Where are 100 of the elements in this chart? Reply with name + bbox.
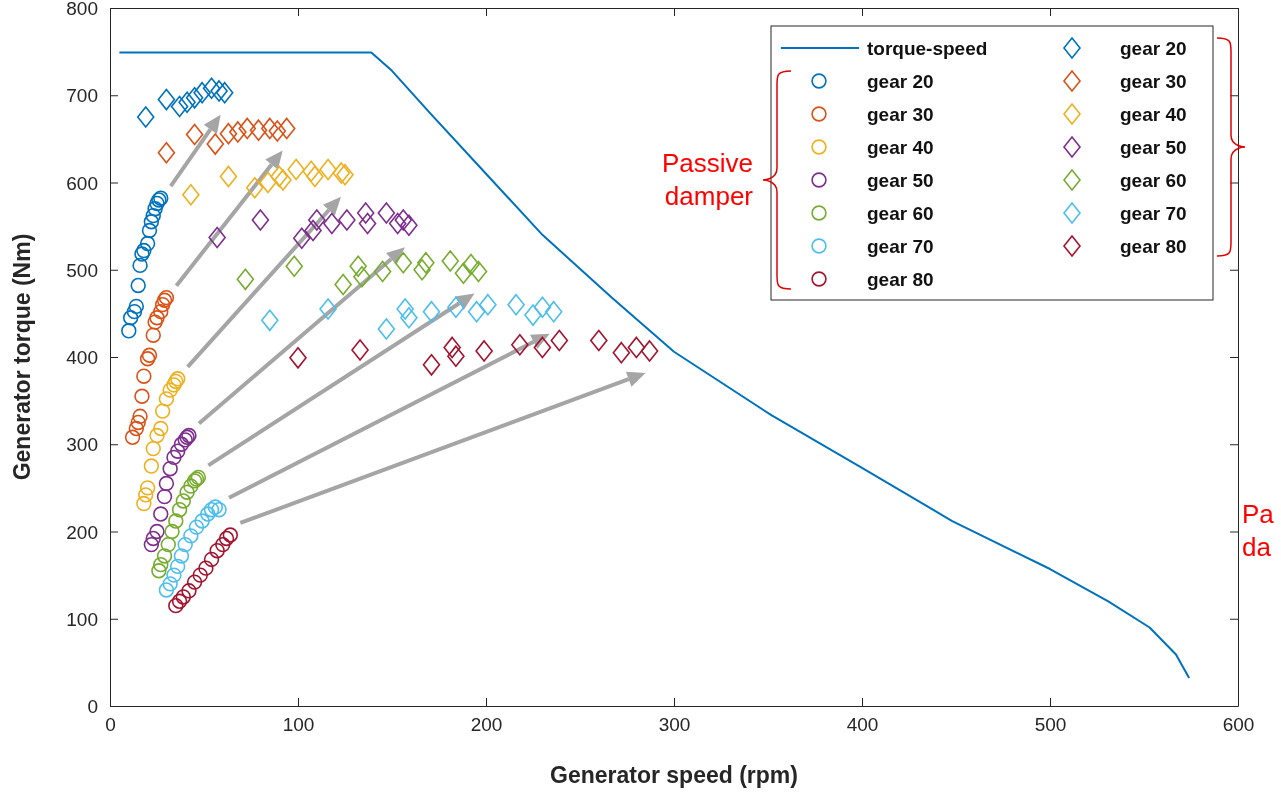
point [202, 77, 221, 100]
y-tick-label: 300 [66, 434, 98, 456]
point [289, 347, 307, 369]
legend-label: gear 70 [1120, 202, 1187, 224]
text: Pa da [1242, 499, 1275, 562]
point [249, 119, 268, 141]
point [462, 253, 480, 276]
legend-label: gear 40 [1120, 103, 1187, 125]
point [185, 123, 204, 146]
point [206, 133, 225, 155]
point [169, 443, 186, 459]
point [259, 171, 277, 194]
point [270, 165, 288, 188]
point [154, 296, 171, 313]
point [550, 329, 569, 352]
point [130, 277, 146, 294]
point [192, 567, 208, 583]
point [168, 513, 184, 529]
y-tick-label: 500 [66, 259, 98, 281]
point [162, 576, 178, 592]
y-tick-label: 0 [87, 696, 98, 718]
point [377, 318, 396, 340]
point [143, 458, 160, 474]
point [149, 427, 165, 444]
point [126, 303, 143, 320]
point [612, 341, 631, 364]
y-tick-label: 400 [66, 347, 98, 369]
y-tick-label: 700 [66, 85, 98, 107]
point [164, 523, 180, 540]
point [215, 536, 231, 553]
legend-label: gear 40 [867, 136, 934, 158]
point [166, 377, 182, 393]
annotation: Passive damper [661, 148, 754, 211]
point [154, 403, 171, 419]
point [151, 563, 167, 579]
point [186, 574, 203, 590]
point [287, 158, 305, 181]
point [139, 235, 156, 252]
point [132, 408, 148, 425]
point [143, 536, 160, 553]
point [138, 487, 154, 503]
point [183, 478, 199, 494]
y-tick-label: 600 [66, 172, 98, 194]
point [209, 543, 225, 559]
point [334, 273, 352, 296]
x-tick-label: 0 [105, 714, 116, 736]
point [479, 293, 497, 316]
point [175, 589, 192, 605]
point [218, 530, 235, 547]
point [132, 257, 148, 274]
point [544, 300, 563, 323]
point [417, 251, 435, 274]
legend-label: gear 80 [1120, 235, 1187, 257]
point [188, 519, 205, 535]
point [203, 501, 220, 518]
point [128, 298, 145, 315]
point [181, 583, 197, 599]
legend-label: gear 70 [867, 235, 934, 257]
point [156, 488, 173, 505]
point [306, 165, 324, 188]
point [162, 382, 178, 398]
point [319, 158, 337, 181]
point [194, 513, 210, 529]
point [145, 327, 161, 343]
point [171, 593, 188, 609]
point [229, 121, 247, 143]
x-tick-label: 200 [470, 714, 503, 736]
point [136, 242, 152, 259]
point [422, 300, 441, 323]
point [183, 528, 199, 544]
point [454, 262, 473, 285]
point [304, 219, 322, 242]
point [467, 300, 486, 323]
point [422, 354, 441, 376]
point [157, 142, 176, 164]
point [358, 212, 377, 235]
legend-label: gear 20 [867, 70, 934, 92]
point [351, 339, 369, 361]
legend-label: gear 50 [867, 169, 934, 191]
point [145, 440, 161, 457]
point [179, 484, 195, 500]
point [136, 368, 152, 384]
point [203, 551, 220, 568]
point [268, 120, 287, 142]
point [139, 351, 156, 367]
point [238, 117, 257, 140]
point [219, 165, 238, 188]
point [394, 209, 413, 231]
legend-label: torque-speed [867, 37, 988, 59]
point [134, 388, 150, 404]
point [168, 597, 184, 614]
point [338, 209, 356, 231]
point [533, 296, 552, 319]
point [640, 340, 659, 362]
point [182, 183, 200, 206]
point [153, 303, 169, 320]
point [236, 268, 255, 291]
point [394, 251, 413, 274]
point [170, 95, 189, 118]
point [198, 560, 214, 576]
